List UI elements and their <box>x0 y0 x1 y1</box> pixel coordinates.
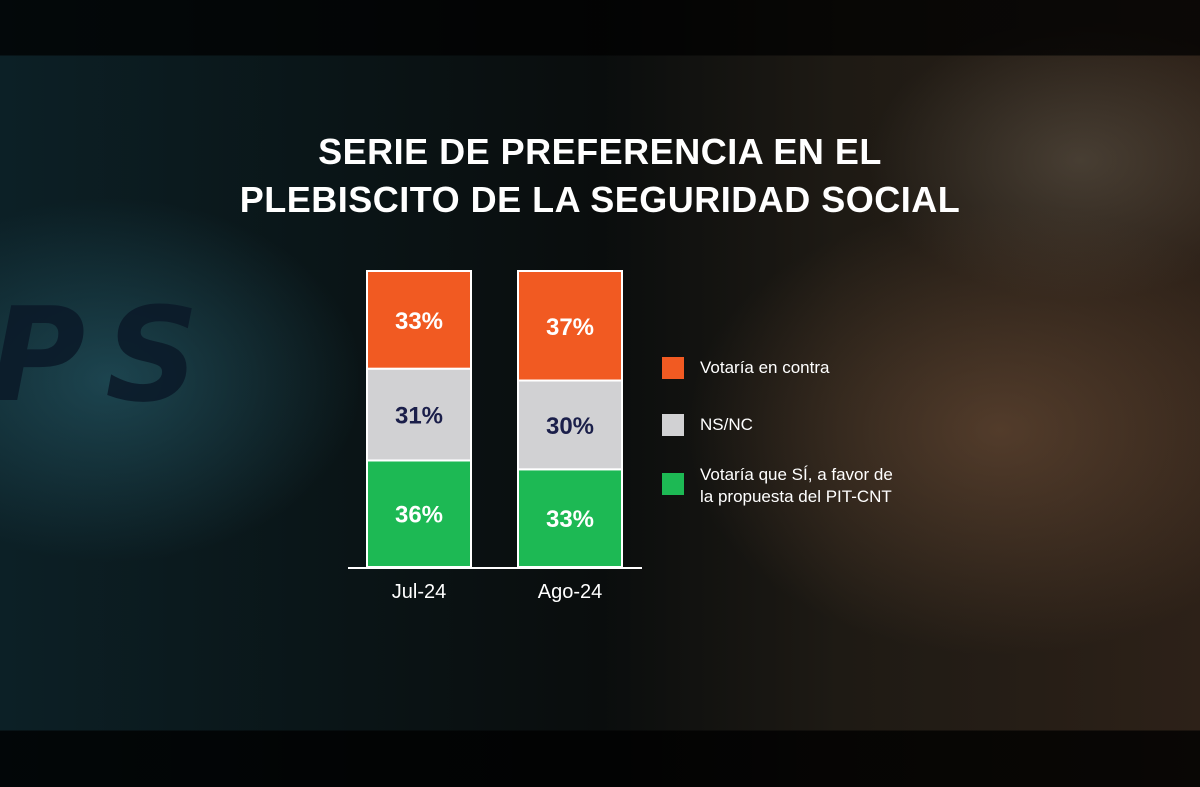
chart-title-line-1: SERIE DE PREFERENCIA EN EL <box>318 131 882 172</box>
data-label-jul-24-a-favor: 36% <box>395 502 443 529</box>
legend-label-a-favor: Votaría que SÍ, a favor de la propuesta … <box>700 464 940 508</box>
data-label-ago-24-ns-nc: 30% <box>546 413 594 440</box>
data-label-jul-24-en-contra: 33% <box>395 308 443 335</box>
chart-title-line-2: PLEBISCITO DE LA SEGURIDAD SOCIAL <box>239 179 961 220</box>
x-tick-labels: Jul-24 Ago-24 <box>392 581 602 603</box>
bar-segment-jul-24-en-contra <box>366 270 472 370</box>
legend-label-a-favor-line-2: la propuesta del PIT-CNT <box>700 487 892 506</box>
bar-segment-ago-24-ns-nc <box>517 379 623 471</box>
legend-swatch-en-contra <box>662 357 684 379</box>
data-label-jul-24-ns-nc: 31% <box>395 403 443 430</box>
bars-group: 36% 31% 33% 33% 30% 37% <box>366 270 623 569</box>
bar-segment-jul-24-a-favor <box>366 459 472 568</box>
background-bps-sign: PS <box>0 285 219 425</box>
x-tick-label-jul-24: Jul-24 <box>392 581 446 603</box>
data-label-ago-24-a-favor: 33% <box>546 506 594 533</box>
legend-swatch-ns-nc <box>662 414 684 436</box>
legend-label-en-contra: Votaría en contra <box>700 358 830 377</box>
bar-segment-ago-24-en-contra <box>517 270 623 382</box>
x-tick-label-ago-24: Ago-24 <box>538 581 603 603</box>
chart-title: SERIE DE PREFERENCIA EN EL PLEBISCITO DE… <box>150 128 1050 224</box>
legend-label-a-favor-line-1: Votaría que SÍ, a favor de <box>700 465 893 484</box>
legend-label-ns-nc: NS/NC <box>700 415 753 434</box>
legend-swatch-a-favor <box>662 473 684 495</box>
data-label-ago-24-en-contra: 37% <box>546 314 594 341</box>
